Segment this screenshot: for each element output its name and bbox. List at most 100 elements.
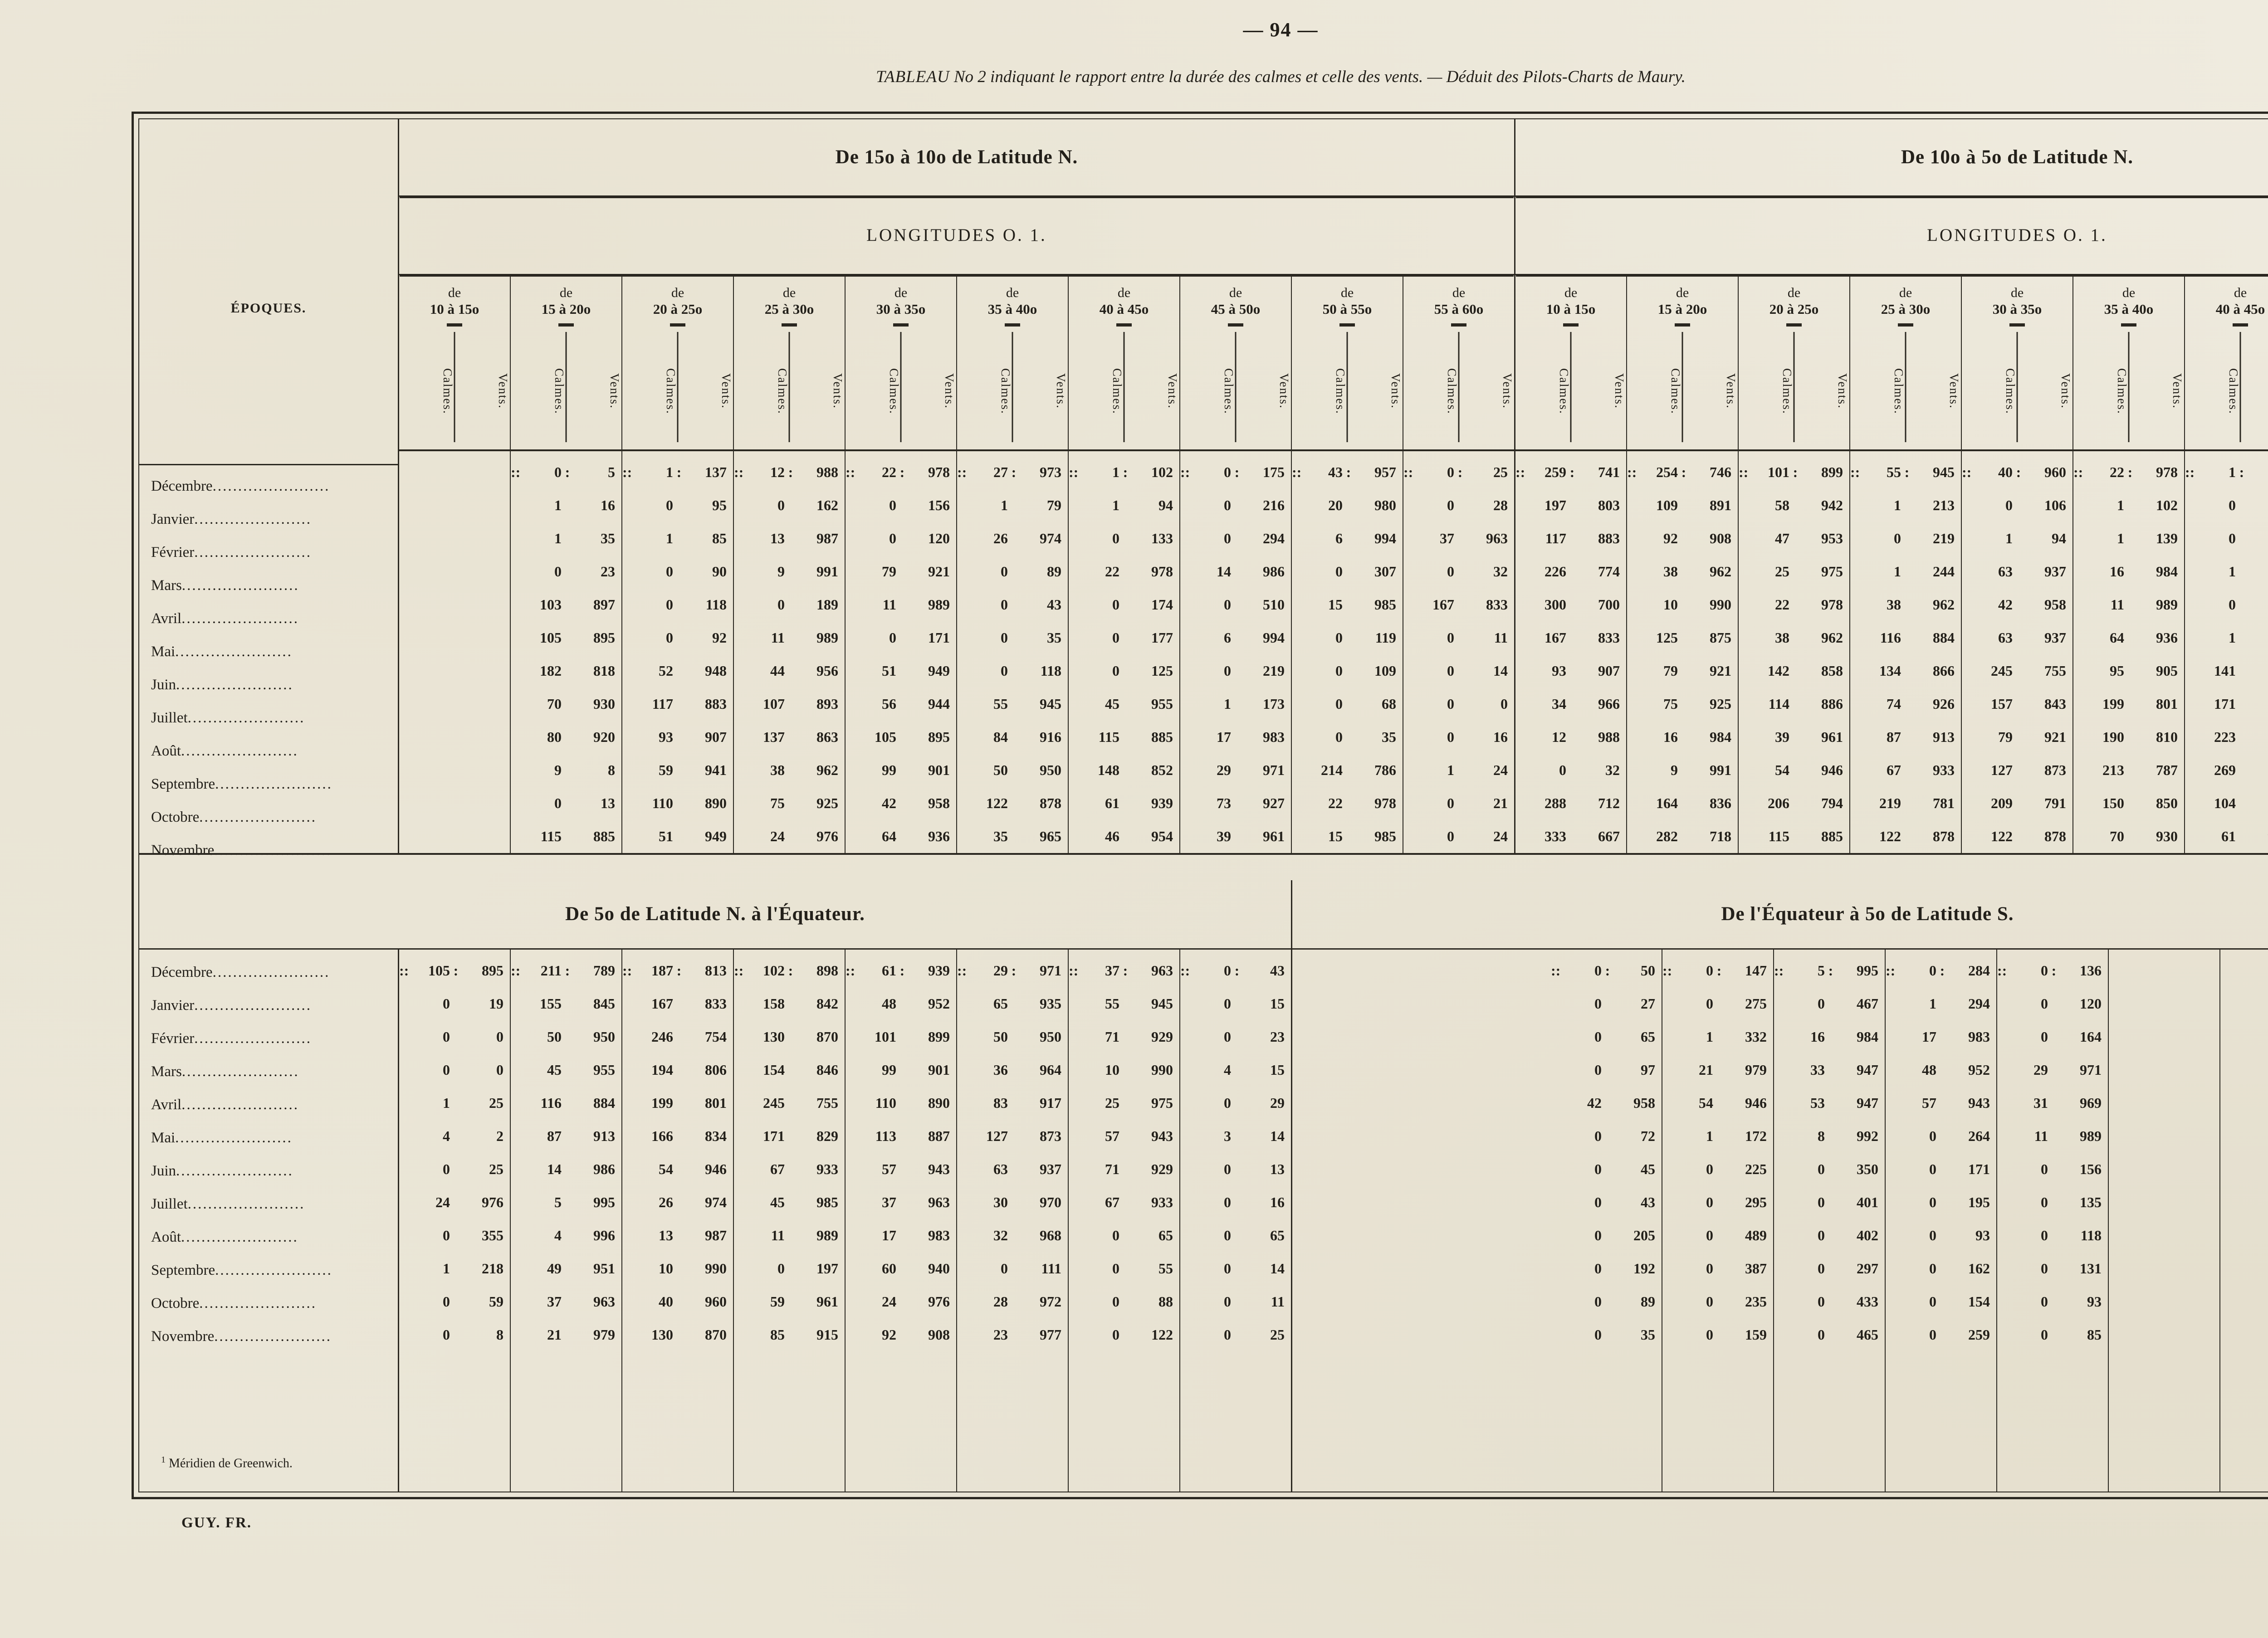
calmes-value: 0 xyxy=(1112,663,1119,679)
data-cell: 22 978 xyxy=(1069,555,1179,588)
vents-value: 118 xyxy=(2080,1227,2102,1243)
calmes-value: 209 xyxy=(1991,795,2013,811)
data-cell: 104 896 xyxy=(2185,787,2268,820)
month-row: Décembre....................... xyxy=(139,956,398,989)
ratio-prefix: :: xyxy=(957,464,967,480)
data-cell: :: 254: 746 xyxy=(1627,456,1738,489)
leader-dots: ....................... xyxy=(212,964,330,980)
data-column: :: 5:995 0 467 16 984 33 947 53 947 8 992 0 350 0 401 0 4… xyxy=(1773,950,1885,1492)
vents-value: 921 xyxy=(1710,663,1731,679)
header-rule xyxy=(1228,323,1243,327)
vents-value: 813 xyxy=(705,962,727,979)
data-column xyxy=(2108,950,2219,1492)
data-cell: 29 971 xyxy=(1180,754,1291,787)
data-column: :: 0:5 1 16 1 35 0 23 103 897 105 895 182 818 70 930 80 9… xyxy=(510,451,621,853)
vents-value: 937 xyxy=(1040,1161,1061,1177)
vents-value: 11 xyxy=(1271,1293,1285,1310)
column-header-de: de xyxy=(1006,285,1019,300)
vents-value: 965 xyxy=(1040,828,1061,844)
vents-value: 119 xyxy=(1375,629,1396,646)
data-body: :: 105:895 0 19 0 0 0 0 1 25 4 2 0 25 24 976 0 355 1 218 0 59… xyxy=(399,950,1291,1492)
data-cell: 219 781 xyxy=(1850,787,1961,820)
data-cell: 0 95 xyxy=(622,489,733,522)
month-label: Février xyxy=(151,544,195,561)
calmes-value: 226 xyxy=(1545,563,1566,580)
calmes-value: 101 xyxy=(1768,464,1789,480)
header-rule xyxy=(1786,323,1802,327)
data-cell xyxy=(2109,1318,2219,1351)
block-title: De 15o à 10o de Latitude N. xyxy=(399,119,1514,197)
calmes-value: 0 xyxy=(1706,1161,1713,1177)
vents-value: 979 xyxy=(1745,1062,1767,1078)
data-cell: 194 806 xyxy=(622,1053,733,1087)
data-cell: 182 818 xyxy=(511,654,621,687)
data-cell: :: 105: 895 xyxy=(399,954,510,987)
column-header-range: 25 à 30o xyxy=(764,301,814,317)
calmes-value: 44 xyxy=(770,663,785,679)
vents-value: 16 xyxy=(601,497,615,513)
month-label: Septembre xyxy=(151,1262,215,1278)
data-cell: 113 887 xyxy=(846,1120,956,1153)
calmes-value: 0 xyxy=(1224,1095,1231,1111)
calmes-value: 0 xyxy=(443,995,450,1012)
calmes-value: 38 xyxy=(1775,629,1789,646)
calmes-value: 0 xyxy=(1112,530,1119,546)
vents-value: 846 xyxy=(816,1062,838,1078)
vents-value: 803 xyxy=(1598,497,1620,513)
data-cell: 46 954 xyxy=(1069,820,1179,853)
calmes-value: 0 xyxy=(2041,1260,2048,1277)
data-column: :: 22:978 0 156 0 120 79 921 11 989 0 171 51 949 56 944… xyxy=(845,451,956,853)
sub-header-divider xyxy=(565,332,567,442)
data-cell: 59 961 xyxy=(734,1285,845,1318)
data-cell: 85 915 xyxy=(734,1318,845,1351)
calmes-value: 158 xyxy=(763,995,785,1012)
data-cell: 51 949 xyxy=(846,654,956,687)
data-column: :: 259: 741 197 803 117 883 226 774 300 700 167 833 9… xyxy=(1515,451,1626,853)
vents-value: 774 xyxy=(1598,563,1620,580)
vents-value: 908 xyxy=(1710,530,1731,546)
calmes-value: 21 xyxy=(1699,1062,1713,1078)
calmes-value: 48 xyxy=(1922,1062,1936,1078)
column-header: de 30 à 35o Calmes. Vents. xyxy=(845,275,956,449)
calmes-value: 13 xyxy=(770,530,785,546)
block-longitudes-label: LONGITUDES O. 1. xyxy=(399,197,1514,275)
sub-header-divider xyxy=(788,332,790,442)
vents-value: 949 xyxy=(705,828,727,844)
vents-value: 89 xyxy=(1047,563,1061,580)
vents-value: 29 xyxy=(1270,1095,1285,1111)
calmes-value: 0 xyxy=(2041,1293,2048,1310)
data-cell: 17 983 xyxy=(1180,721,1291,754)
vents-value: 136 xyxy=(2080,962,2102,979)
calmes-value: 51 xyxy=(882,663,896,679)
vents-value: 89 xyxy=(1641,1293,1655,1310)
data-cell xyxy=(399,456,510,489)
data-cell: 0 97 xyxy=(1551,1053,1662,1087)
data-cell: 0 355 xyxy=(399,1219,510,1252)
data-column: :: 211:789 155 845 50 950 45 955 116 884 87 913 14 98… xyxy=(510,950,621,1492)
data-cell: 0 387 xyxy=(1662,1252,1773,1285)
column-header-range: 40 à 45o xyxy=(2215,301,2265,317)
data-cell: 116 884 xyxy=(1850,621,1961,654)
calmes-value: 1 xyxy=(443,1260,450,1277)
vents-value: 133 xyxy=(1151,530,1173,546)
leader-dots: ....................... xyxy=(194,511,312,527)
data-cell: 0 106 xyxy=(1962,489,2072,522)
data-cell: 214 786 xyxy=(1292,754,1403,787)
data-cell xyxy=(2220,1252,2268,1285)
footnote-text: Méridien de Greenwich. xyxy=(169,1456,293,1470)
vents-value: 966 xyxy=(1598,696,1620,712)
sub-header-divider xyxy=(1235,332,1237,442)
vents-value: 937 xyxy=(2044,629,2066,646)
vents-value: 102 xyxy=(2156,497,2178,513)
plate-signature: GUY. FR. xyxy=(181,1515,252,1531)
calmes-value: 0 xyxy=(2229,596,2236,613)
ratio-colon: : xyxy=(565,464,570,480)
calmes-value: 1 xyxy=(1001,497,1008,513)
calmes-value: 52 xyxy=(659,663,673,679)
calmes-value: 0 xyxy=(1447,729,1454,745)
data-column: :: 37:963 55 945 71 929 10 990 25 975 57 943 71 929 67… xyxy=(1068,950,1179,1492)
month-row: Avril....................... xyxy=(139,602,398,635)
data-cell: 0 11 xyxy=(1403,621,1514,654)
calmes-value: 122 xyxy=(1879,828,1901,844)
